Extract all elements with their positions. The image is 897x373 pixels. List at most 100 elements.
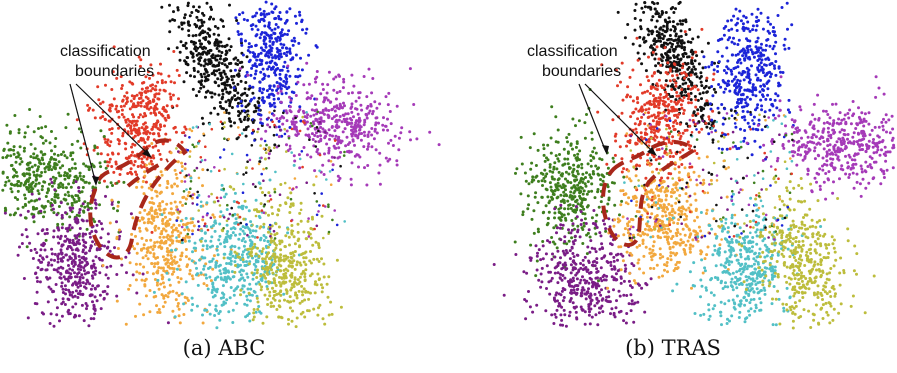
scatter-point <box>4 208 8 212</box>
scatter-point <box>705 99 709 103</box>
scatter-point <box>116 204 120 208</box>
scatter-point <box>33 247 37 251</box>
scatter-point <box>358 155 362 159</box>
scatter-point <box>329 160 333 163</box>
scatter-point <box>75 275 79 279</box>
scatter-point <box>217 93 221 97</box>
scatter-point <box>316 135 320 138</box>
scatter-point <box>50 149 53 153</box>
scatter-point <box>112 170 116 174</box>
scatter-point <box>259 12 263 16</box>
scatter-point <box>245 303 249 307</box>
scatter-point <box>176 216 180 220</box>
scatter-point <box>59 234 63 238</box>
scatter-point <box>251 167 254 170</box>
scatter-point <box>285 150 288 153</box>
scatter-point <box>365 106 369 110</box>
scatter-point <box>106 164 110 168</box>
scatter-point <box>23 135 27 139</box>
scatter-point <box>188 272 192 276</box>
scatter-point <box>295 21 298 25</box>
scatter-point <box>88 232 92 235</box>
scatter-point <box>345 123 349 127</box>
scatter-point <box>106 245 110 249</box>
scatter-point <box>275 39 279 43</box>
scatter-point <box>72 241 76 245</box>
scatter-point <box>180 251 184 255</box>
scatter-point <box>268 87 272 91</box>
scatter-point <box>319 125 323 129</box>
scatter-point <box>230 106 234 109</box>
scatter-point <box>198 56 202 60</box>
scatter-point <box>19 181 23 185</box>
scatter-point <box>142 221 146 225</box>
scatter-point <box>60 213 64 217</box>
scatter-point <box>138 113 142 117</box>
scatter-point <box>637 109 641 113</box>
scatter-point <box>139 58 143 62</box>
scatter-point <box>676 41 680 45</box>
scatter-point <box>164 80 168 84</box>
scatter-point <box>270 36 273 40</box>
scatter-point <box>245 260 248 264</box>
scatter-point <box>284 91 288 95</box>
scatter-point <box>276 25 280 29</box>
scatter-point <box>675 94 679 98</box>
scatter-point <box>244 81 248 84</box>
scatter-point <box>197 176 201 180</box>
scatter-point <box>321 127 325 131</box>
scatter-point <box>649 7 653 11</box>
scatter-point <box>63 154 67 158</box>
scatter-point <box>115 220 118 224</box>
scatter-point <box>315 126 319 129</box>
scatter-point <box>266 240 270 244</box>
scatter-point <box>156 310 160 314</box>
scatter-point <box>78 278 82 282</box>
scatter-point <box>104 166 108 170</box>
scatter-point <box>331 218 334 222</box>
scatter-point <box>251 234 255 238</box>
scatter-point <box>700 116 704 120</box>
scatter-point <box>226 203 229 207</box>
scatter-point <box>223 121 226 124</box>
scatter-point <box>736 105 739 108</box>
scatter-point <box>150 230 154 234</box>
scatter-point <box>694 98 698 102</box>
scatter-point <box>268 227 272 230</box>
scatter-point <box>227 310 231 314</box>
scatter-point <box>151 132 155 136</box>
scatter-point <box>76 176 80 180</box>
scatter-point <box>386 103 390 107</box>
scatter-point <box>268 34 271 38</box>
scatter-point <box>343 120 347 124</box>
scatter-point <box>671 6 675 9</box>
scatter-point <box>239 37 243 41</box>
scatter-point <box>196 10 200 13</box>
scatter-point <box>219 74 223 78</box>
scatter-point <box>160 229 164 233</box>
scatter-point <box>42 215 45 219</box>
scatter-point <box>306 309 309 313</box>
scatter-point <box>94 206 98 210</box>
scatter-point <box>327 230 331 234</box>
scatter-point <box>288 51 292 55</box>
scatter-point <box>217 238 221 242</box>
scatter-point <box>218 101 222 104</box>
scatter-point <box>152 111 156 115</box>
scatter-point <box>229 245 233 249</box>
scatter-point <box>200 159 204 162</box>
scatter-point <box>273 123 276 127</box>
scatter-point <box>69 154 73 157</box>
scatter-point <box>750 50 754 54</box>
scatter-point <box>631 68 635 72</box>
scatter-point <box>696 112 700 116</box>
scatter-point <box>760 65 764 69</box>
scatter-point <box>255 294 259 298</box>
scatter-point <box>638 164 641 168</box>
scatter-point <box>168 218 172 221</box>
scatter-point <box>284 109 288 113</box>
scatter-point <box>221 122 225 126</box>
scatter-point <box>251 64 255 68</box>
scatter-point <box>277 263 281 267</box>
scatter-point <box>141 272 145 276</box>
